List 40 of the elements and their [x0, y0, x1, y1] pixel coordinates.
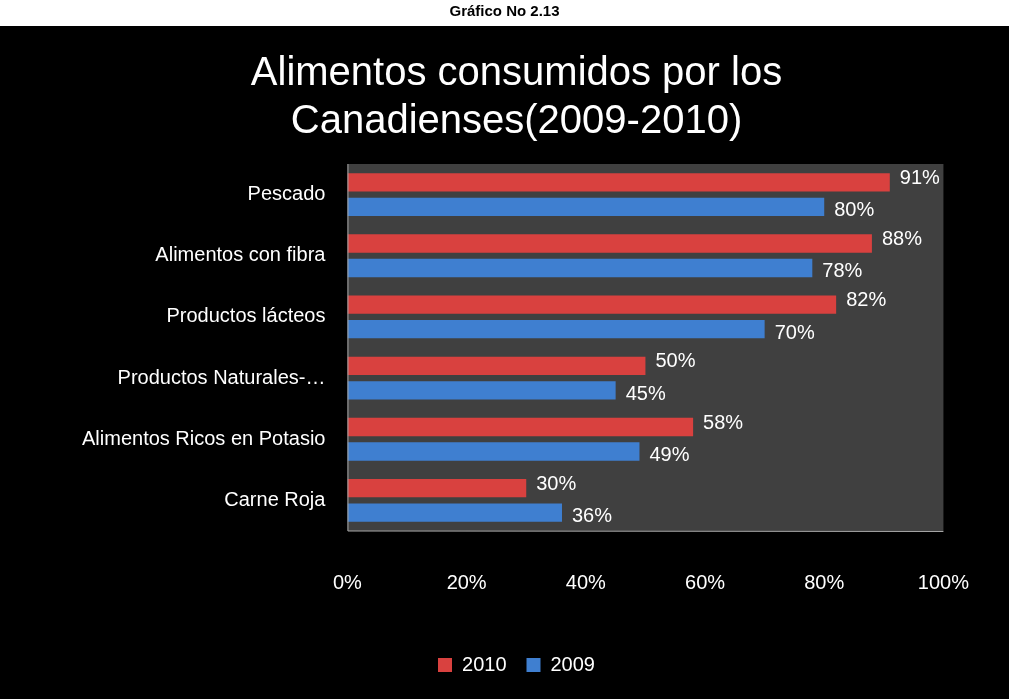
- bar: [347, 356, 646, 376]
- data-label: 30%: [536, 471, 577, 494]
- x-tick-label: 40%: [565, 570, 607, 593]
- data-label: 49%: [649, 443, 690, 465]
- data-label: 88%: [881, 227, 923, 250]
- legend-label: 2010: [462, 652, 507, 675]
- x-tick-label: 60%: [685, 570, 726, 593]
- y-tick-label: Pescado: [247, 182, 326, 205]
- bar: [347, 381, 616, 400]
- x-tick-label: 100%: [917, 570, 970, 593]
- bar: [347, 197, 825, 216]
- data-label: 45%: [625, 381, 666, 404]
- x-tick-label: 0%: [332, 570, 363, 593]
- data-label: 80%: [834, 198, 875, 221]
- data-label: 82%: [846, 288, 887, 311]
- y-tick-label: Alimentos Ricos en Potasio: [81, 426, 326, 449]
- legend-label: 2009: [550, 652, 595, 675]
- data-label: 50%: [655, 349, 696, 372]
- x-tick-label: 80%: [804, 570, 845, 593]
- x-tick-label: 20%: [446, 570, 487, 593]
- bar: [347, 295, 837, 314]
- data-label: 70%: [774, 320, 815, 343]
- data-label: 36%: [572, 504, 613, 527]
- y-tick-label: Productos lácteos: [166, 304, 326, 327]
- data-label: 91%: [899, 165, 941, 188]
- bar: [347, 479, 527, 498]
- bar: [347, 319, 765, 339]
- chart-title: Alimentos consumidos por los Canadienses(2009-2010): [250, 49, 783, 142]
- data-label: 78%: [822, 259, 863, 282]
- y-tick-label: Alimentos con fibra: [155, 243, 327, 266]
- bar: [347, 258, 813, 278]
- bar: [347, 173, 890, 192]
- data-label: 58%: [703, 410, 744, 433]
- bar: [347, 417, 694, 437]
- text: Gráfico No 2.13: [449, 2, 560, 20]
- y-tick-label: Productos Naturales-…: [117, 365, 326, 388]
- bar: [347, 234, 872, 253]
- bar: [347, 503, 562, 522]
- bar: [347, 442, 640, 461]
- y-tick-label: Carne Roja: [224, 487, 327, 510]
